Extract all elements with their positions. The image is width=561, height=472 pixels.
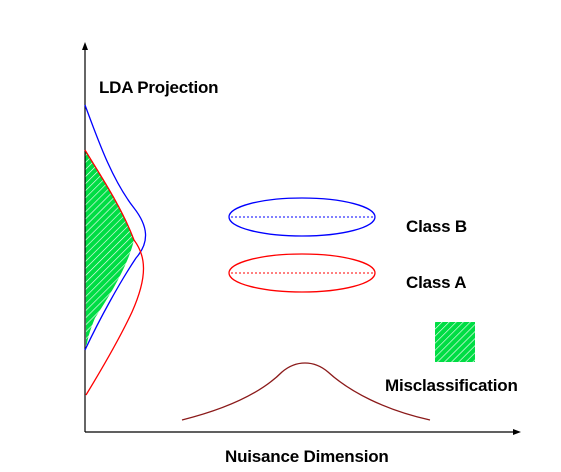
x-axis-label: Nuisance Dimension (225, 447, 389, 466)
class-a-projection-curve (84, 149, 145, 396)
class-b-ellipse (228, 197, 376, 237)
misclassification-label: Misclassification (385, 376, 518, 395)
class-b-label: Class B (406, 217, 467, 236)
misclassification-legend-swatch (435, 322, 475, 362)
x-axis-arrow (513, 429, 521, 435)
y-axis-label: LDA Projection (99, 78, 218, 97)
class-b-projection-curve (84, 104, 147, 351)
class-a-ellipse (228, 253, 376, 293)
y-axis-arrow (82, 42, 88, 50)
nuisance-distribution-curve (181, 362, 431, 421)
class-a-label: Class A (406, 273, 466, 292)
misclassification-region (85, 150, 134, 350)
